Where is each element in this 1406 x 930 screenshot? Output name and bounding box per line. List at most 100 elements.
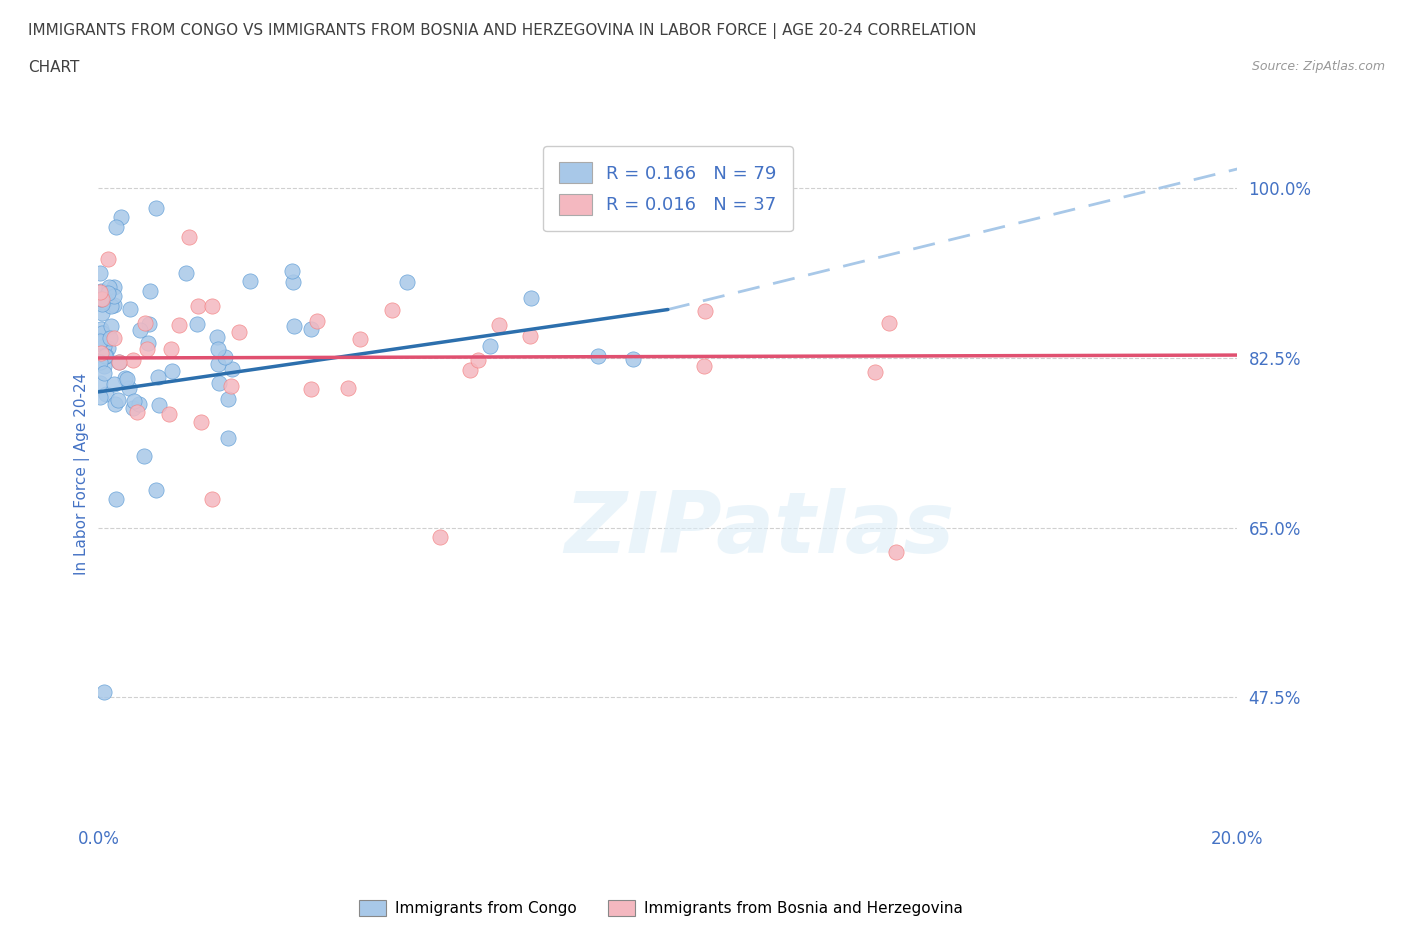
Point [90,293,112,308]
Point [139,284,162,299]
Point [96,349,118,364]
Point [90,297,112,312]
Point [89,390,111,405]
Point [115,371,138,386]
Point [103,279,125,294]
Point [134,315,156,330]
Point [519,329,541,344]
Point [93,358,115,373]
Point [89,354,111,369]
Point [90,346,112,361]
Point [103,298,125,312]
Point [93,349,115,364]
Point [107,354,129,369]
Point [90,284,112,299]
Point [239,273,262,288]
Text: IMMIGRANTS FROM CONGO VS IMMIGRANTS FROM BOSNIA AND HERZEGOVINA IN LABOR FORCE |: IMMIGRANTS FROM CONGO VS IMMIGRANTS FROM… [28,23,977,39]
Point [145,200,167,215]
Point [90,292,112,307]
Point [467,352,489,367]
Point [586,349,609,364]
Point [128,396,150,411]
Point [395,274,418,289]
Point [103,377,125,392]
Point [190,415,212,430]
Point [174,266,197,281]
Point [458,363,481,378]
Text: CHART: CHART [28,60,80,75]
Point [110,210,132,225]
Point [167,318,190,333]
Point [145,483,167,498]
Point [91,326,114,340]
Point [136,341,159,356]
Point [207,342,229,357]
Point [228,325,250,339]
Point [104,219,127,234]
Legend: R = 0.166   N = 79, R = 0.016   N = 37: R = 0.166 N = 79, R = 0.016 N = 37 [543,146,793,232]
Point [97,340,120,355]
Point [217,430,239,445]
Point [107,393,129,408]
Point [114,370,136,385]
Point [207,329,229,344]
Point [281,274,304,289]
Point [89,266,111,281]
Point [621,352,644,366]
Point [97,252,120,267]
Point [863,365,886,379]
Point [299,322,322,337]
Point [89,335,111,350]
Point [93,365,115,380]
Point [148,369,170,384]
Point [103,288,125,303]
Point [877,315,900,330]
Point [122,353,145,368]
Point [283,319,305,334]
Point [520,290,543,305]
Point [96,386,118,401]
Point [97,280,120,295]
Point [157,406,180,421]
Point [201,491,224,506]
Point [177,230,200,245]
Point [100,299,122,313]
Legend: Immigrants from Congo, Immigrants from Bosnia and Herzegovina: Immigrants from Congo, Immigrants from B… [353,894,969,923]
Point [93,292,115,307]
Point [129,323,152,338]
Point [307,314,329,329]
Point [217,392,239,406]
Point [186,317,208,332]
Point [90,306,112,321]
Point [693,303,716,318]
Point [214,350,236,365]
Point [127,405,149,419]
Point [281,263,304,278]
Point [97,286,120,300]
Point [160,341,183,356]
Point [299,381,322,396]
Point [201,299,224,313]
Point [207,356,229,371]
Point [187,299,209,313]
Point [90,322,112,337]
Point [132,448,155,463]
Text: Source: ZipAtlas.com: Source: ZipAtlas.com [1251,60,1385,73]
Point [429,530,451,545]
Point [148,398,170,413]
Point [124,393,146,408]
Text: ZIPatlas: ZIPatlas [564,488,955,571]
Y-axis label: In Labor Force | Age 20-24: In Labor Force | Age 20-24 [73,373,90,576]
Point [91,295,114,310]
Point [219,379,242,393]
Point [693,359,716,374]
Point [381,302,404,317]
Point [93,685,115,700]
Point [104,491,127,506]
Point [89,334,111,349]
Point [337,380,360,395]
Point [89,375,111,390]
Point [89,285,111,299]
Point [479,339,502,353]
Point [98,330,121,345]
